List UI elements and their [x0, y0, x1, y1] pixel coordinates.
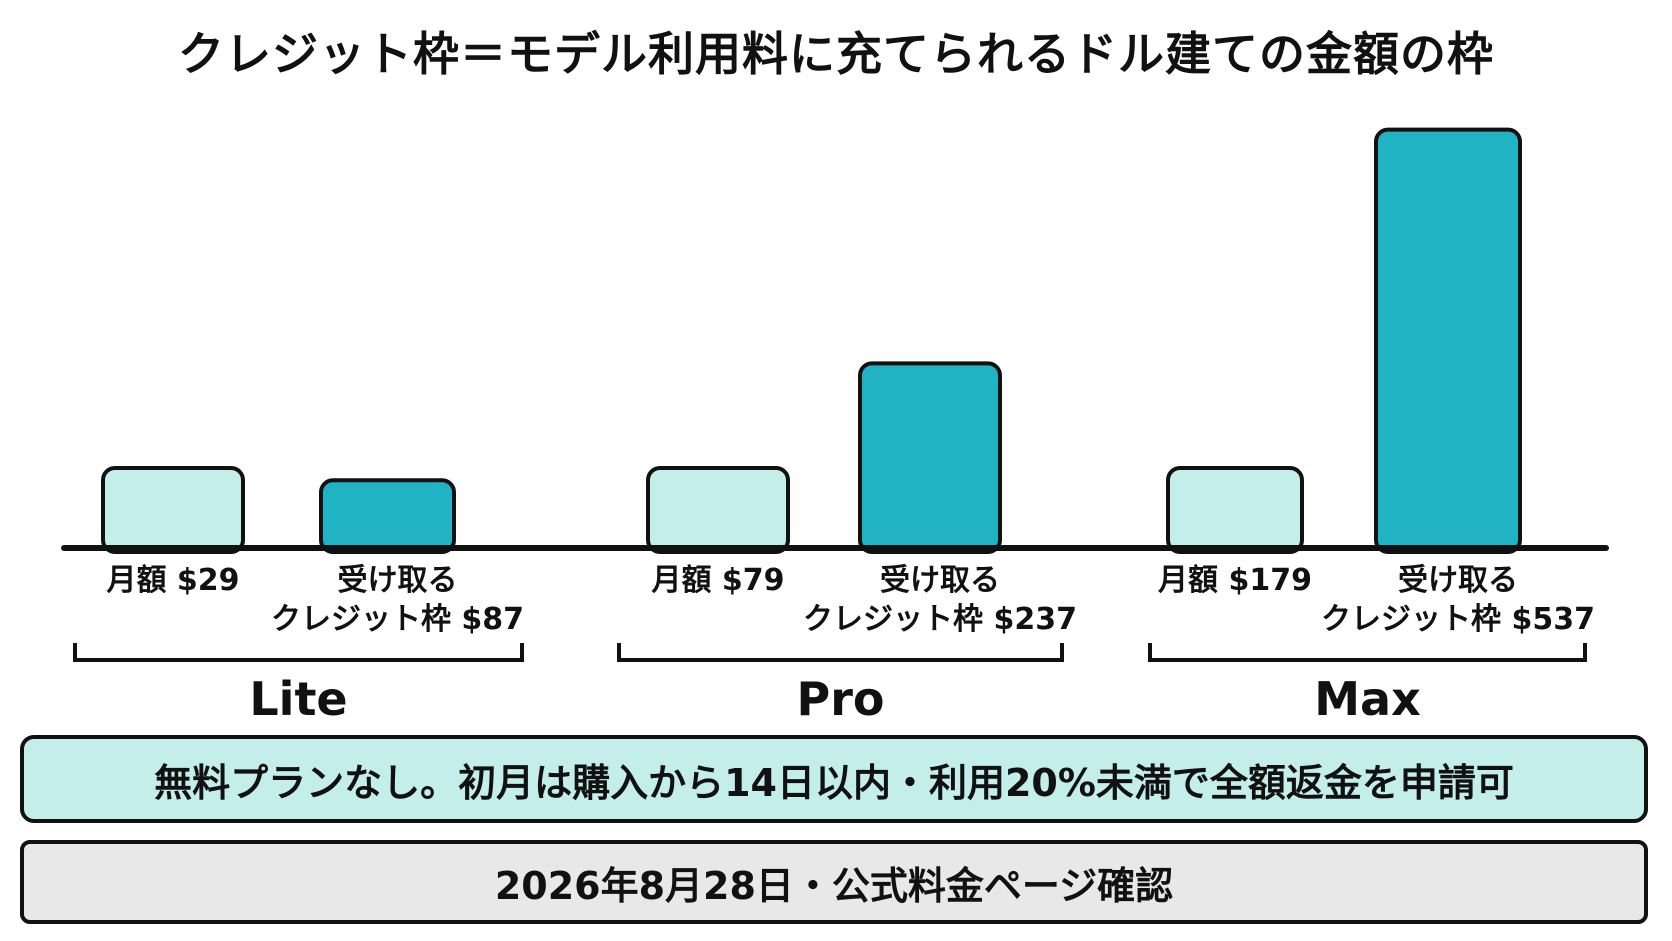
bar-max-credit: [1374, 127, 1522, 554]
bar-label-max-credit-line2: クレジット枠 $537: [1321, 602, 1595, 637]
chart-title: クレジット枠＝モデル利用料に充てられるドル建ての金額の枠: [178, 27, 1494, 81]
bar-label-lite-monthly: 月額 $29: [106, 563, 239, 598]
plan-label-max: Max: [1314, 672, 1421, 726]
bar-label-lite-credit: 受け取る: [338, 563, 458, 598]
bar-label-pro-credit: 受け取る: [880, 563, 1000, 598]
bracket-pro: [617, 643, 1064, 662]
bar-lite-monthly: [101, 466, 245, 554]
bar-label-max-credit: 受け取る: [1398, 563, 1518, 598]
bar-max-monthly: [1166, 466, 1304, 554]
bracket-max: [1148, 643, 1587, 662]
source-date-note: 2026年8月28日・公式料金ページ確認: [20, 840, 1648, 924]
bar-label-lite-credit-line2: クレジット枠 $87: [271, 602, 524, 637]
refund-note: 無料プランなし。初月は購入から14日以内・利用20%未満で全額返金を申請可: [20, 735, 1648, 823]
bar-label-pro-monthly: 月額 $79: [651, 563, 784, 598]
bar-label-pro-credit-line2: クレジット枠 $237: [803, 602, 1077, 637]
bar-lite-credit: [319, 478, 456, 554]
plan-label-pro: Pro: [796, 672, 884, 726]
bracket-lite: [73, 643, 524, 662]
bar-label-max-monthly: 月額 $179: [1158, 563, 1312, 598]
bar-pro-credit: [858, 361, 1002, 555]
plan-label-lite: Lite: [249, 672, 347, 726]
bar-pro-monthly: [646, 466, 790, 554]
